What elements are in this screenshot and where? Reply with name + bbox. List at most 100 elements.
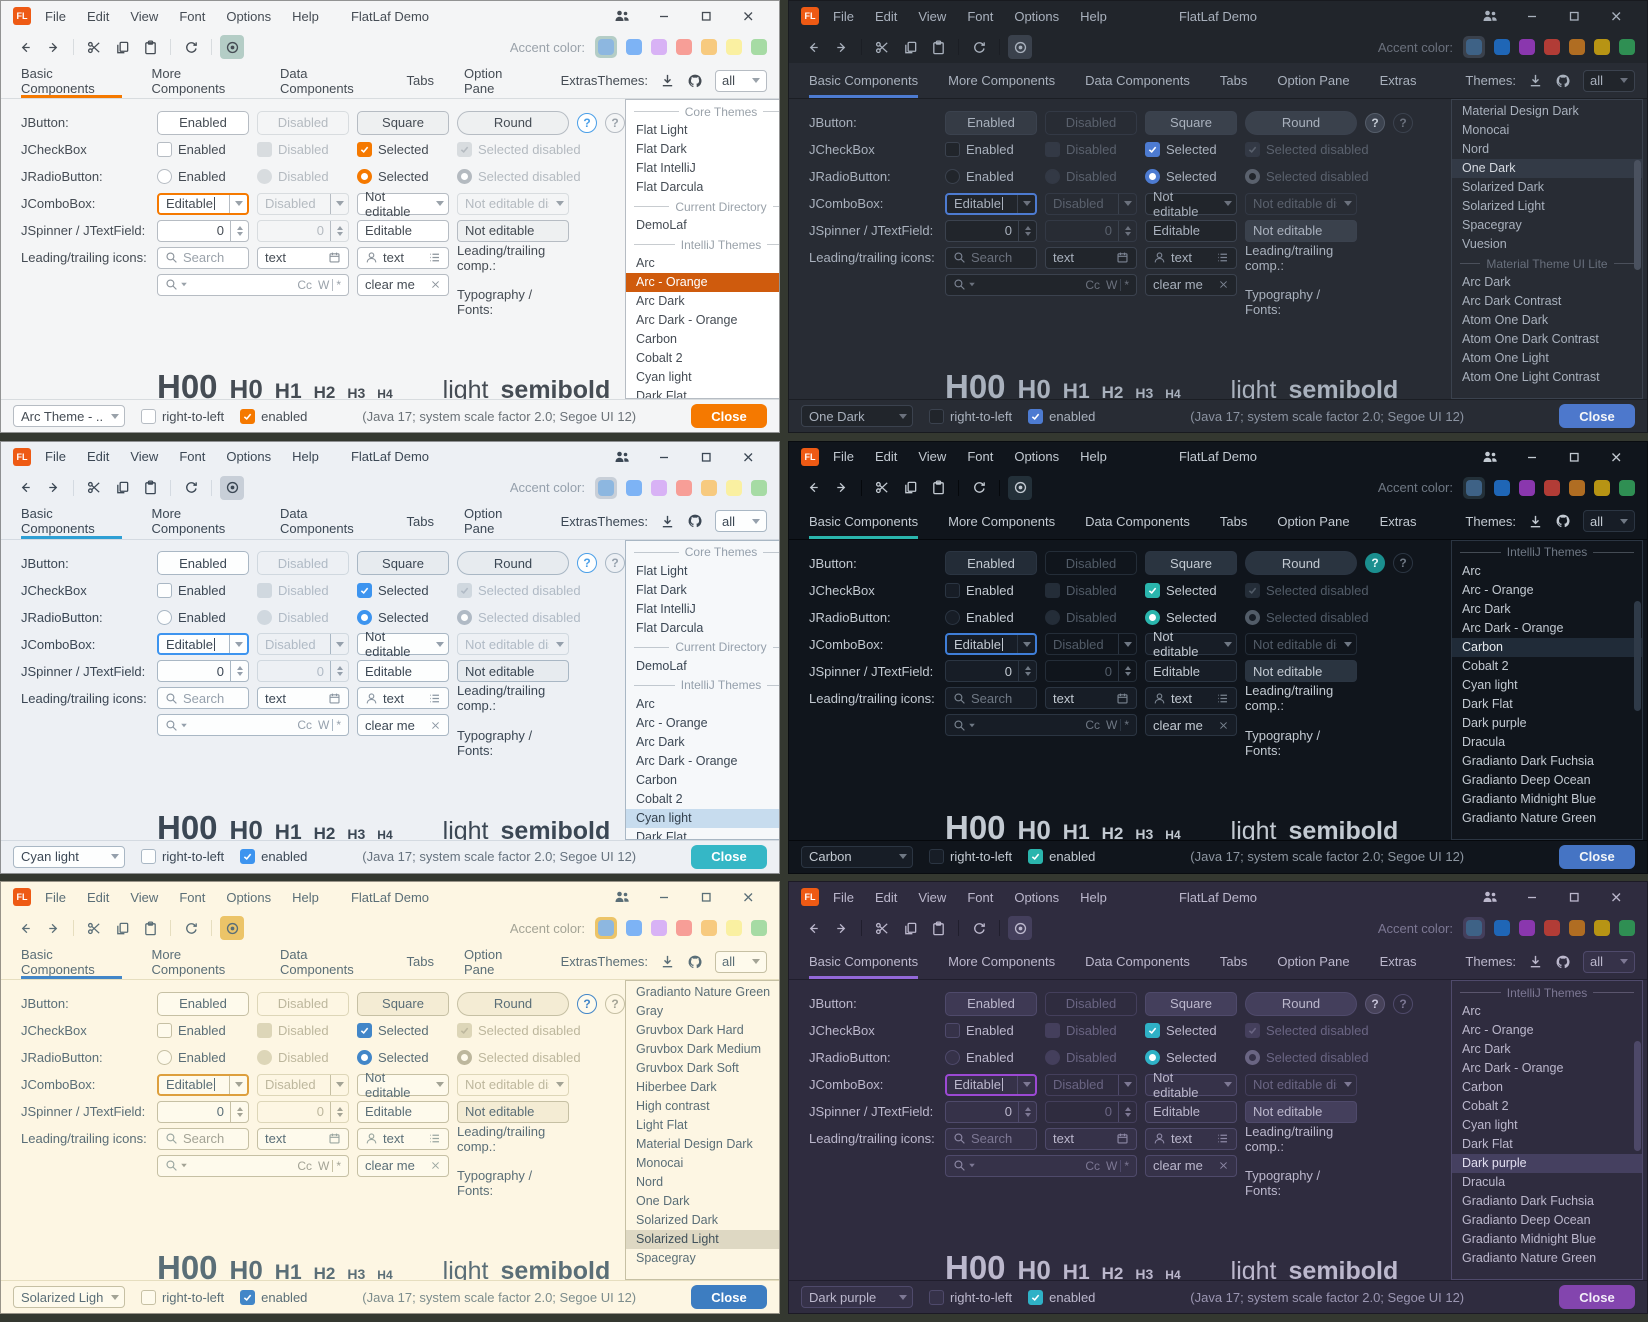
- theme-item-carbon[interactable]: Carbon: [1452, 637, 1642, 657]
- spinner[interactable]: 0: [157, 219, 249, 242]
- copy-icon[interactable]: [898, 35, 922, 59]
- tab-data-components[interactable]: Data Components: [280, 946, 354, 977]
- tab-data-components[interactable]: Data Components: [1085, 954, 1190, 970]
- users-icon[interactable]: [601, 883, 643, 911]
- maximize-button[interactable]: [1553, 2, 1595, 30]
- enabled-button[interactable]: Enabled: [157, 551, 249, 576]
- theme-item-one-dark[interactable]: One Dark: [636, 1194, 690, 1209]
- checkbox-enabled[interactable]: Enabled: [945, 142, 1037, 157]
- menu-view[interactable]: View: [918, 889, 947, 905]
- tab-data-components[interactable]: Data Components: [1085, 73, 1190, 88]
- whole-word-toggle[interactable]: W: [318, 277, 330, 292]
- menu-help[interactable]: Help: [1080, 8, 1107, 24]
- menu-edit[interactable]: Edit: [874, 8, 898, 24]
- accent-swatch[interactable]: [1544, 39, 1560, 55]
- cut-icon[interactable]: [870, 35, 894, 59]
- combobox-editable[interactable]: Editable: [945, 633, 1037, 656]
- theme-item-monocai[interactable]: Monocai: [1462, 123, 1510, 137]
- theme-item-cyan-light[interactable]: Cyan light: [1462, 1118, 1518, 1133]
- theme-item-cobalt-2[interactable]: Cobalt 2: [636, 351, 683, 365]
- menu-help[interactable]: Help: [292, 8, 319, 24]
- search-field[interactable]: Search: [945, 1127, 1037, 1150]
- whole-word-toggle[interactable]: W: [318, 1158, 330, 1173]
- theme-item-arc-dark-orange[interactable]: Arc Dark - Orange: [1462, 620, 1564, 635]
- theme-item-dark-flat[interactable]: Dark Flat: [636, 389, 687, 399]
- accent-swatch[interactable]: [1594, 479, 1610, 496]
- theme-item-dark-flat[interactable]: Dark Flat: [636, 829, 687, 840]
- menu-edit[interactable]: Edit: [86, 8, 110, 24]
- theme-item-arc[interactable]: Arc: [1462, 1004, 1481, 1019]
- paste-icon[interactable]: [138, 476, 162, 500]
- right-to-left-checkbox[interactable]: right-to-left: [929, 1289, 1012, 1305]
- themes-filter-combo[interactable]: all: [1583, 69, 1635, 92]
- tab-extras[interactable]: Extras: [1379, 954, 1417, 970]
- theme-item-gradianto-midnight-blue[interactable]: Gradianto Midnight Blue: [1462, 791, 1597, 806]
- theme-item-atom-one-light[interactable]: Atom One Light: [1462, 351, 1549, 365]
- theme-item-solarized-dark[interactable]: Solarized Dark: [1462, 180, 1544, 194]
- tab-data-components[interactable]: Data Components: [280, 506, 354, 537]
- accent-swatch[interactable]: [1619, 479, 1635, 496]
- spinner-buttons[interactable]: [1018, 220, 1036, 241]
- accent-swatch[interactable]: [676, 39, 692, 55]
- theme-item-gradianto-dark-fuchsia[interactable]: Gradianto Dark Fuchsia: [1462, 753, 1595, 768]
- theme-item-gradianto-nature-green[interactable]: Gradianto Nature Green: [636, 985, 771, 1000]
- eye-toggle-button[interactable]: [1008, 916, 1032, 941]
- search-field[interactable]: Search: [157, 687, 249, 710]
- theme-item-atom-one-dark[interactable]: Atom One Dark: [1462, 313, 1549, 327]
- radio-selected[interactable]: Selected: [1145, 1050, 1237, 1066]
- theme-item-arc-dark-orange[interactable]: Arc Dark - Orange: [636, 313, 738, 327]
- radio-enabled[interactable]: Enabled: [157, 1050, 249, 1066]
- back-button[interactable]: [801, 476, 825, 500]
- accent-swatch[interactable]: [676, 479, 692, 496]
- user-text-field[interactable]: text: [357, 687, 449, 710]
- theme-item-gradianto-deep-ocean[interactable]: Gradianto Deep Ocean: [1462, 772, 1591, 787]
- checkbox-selected[interactable]: Selected: [357, 582, 449, 598]
- eye-toggle-button[interactable]: [220, 475, 244, 500]
- themes-list[interactable]: Material Design Dark Monocai Nord One Dark S…: [1451, 99, 1643, 399]
- tab-tabs[interactable]: Tabs: [1219, 954, 1248, 970]
- spinner-buttons[interactable]: [1018, 1101, 1036, 1122]
- accent-swatch[interactable]: [1619, 920, 1635, 937]
- github-icon[interactable]: [687, 954, 703, 970]
- menu-options[interactable]: Options: [226, 449, 272, 465]
- tab-extras[interactable]: Extras: [1379, 73, 1417, 88]
- search-with-options-field[interactable]: Cc W *: [157, 273, 349, 296]
- minimize-button[interactable]: [643, 2, 685, 30]
- tab-more-components[interactable]: More Components: [948, 73, 1056, 88]
- menu-edit[interactable]: Edit: [86, 889, 110, 905]
- menu-font[interactable]: Font: [967, 8, 994, 24]
- search-with-options-field[interactable]: Cc W *: [157, 714, 349, 737]
- menu-options[interactable]: Options: [1014, 8, 1060, 24]
- search-options-chevron-icon[interactable]: [181, 282, 187, 287]
- accent-swatch[interactable]: [676, 920, 692, 937]
- clear-icon[interactable]: [1218, 720, 1229, 731]
- date-field[interactable]: text: [1045, 687, 1137, 710]
- theme-item-arc-orange[interactable]: Arc - Orange: [636, 715, 708, 730]
- menu-help[interactable]: Help: [1080, 889, 1107, 905]
- search-options-chevron-icon[interactable]: [969, 1164, 975, 1168]
- right-to-left-checkbox[interactable]: right-to-left: [141, 408, 224, 424]
- tab-data-components[interactable]: Data Components: [280, 65, 354, 96]
- forward-button[interactable]: [829, 476, 853, 500]
- download-icon[interactable]: [660, 954, 675, 969]
- cut-icon[interactable]: [82, 916, 106, 940]
- user-text-field[interactable]: text: [1145, 1127, 1237, 1150]
- theme-item-spacegray[interactable]: Spacegray: [1462, 218, 1522, 232]
- tab-basic-components[interactable]: Basic Components: [21, 504, 122, 539]
- tab-tabs[interactable]: Tabs: [406, 73, 435, 88]
- theme-item-cobalt-2[interactable]: Cobalt 2: [636, 791, 683, 806]
- tab-basic-components[interactable]: Basic Components: [21, 944, 122, 980]
- theme-item-dark-flat[interactable]: Dark Flat: [1462, 1137, 1513, 1152]
- search-options-chevron-icon[interactable]: [969, 282, 975, 287]
- theme-item-arc-dark[interactable]: Arc Dark: [1462, 1042, 1511, 1057]
- accent-swatch[interactable]: [1569, 479, 1585, 496]
- theme-item-atom-one-dark-contrast[interactable]: Atom One Dark Contrast: [1462, 332, 1599, 346]
- close-button[interactable]: Close: [1559, 1285, 1635, 1310]
- theme-item-arc-dark[interactable]: Arc Dark: [636, 294, 685, 308]
- theme-item-flat-intellij[interactable]: Flat IntelliJ: [636, 601, 696, 616]
- theme-item-gradianto-dark-fuchsia[interactable]: Gradianto Dark Fuchsia: [1462, 1194, 1595, 1209]
- accent-swatch[interactable]: [1619, 39, 1635, 55]
- back-button[interactable]: [801, 916, 825, 940]
- accent-swatch-selected[interactable]: [595, 476, 617, 499]
- round-button[interactable]: Round: [1245, 110, 1357, 135]
